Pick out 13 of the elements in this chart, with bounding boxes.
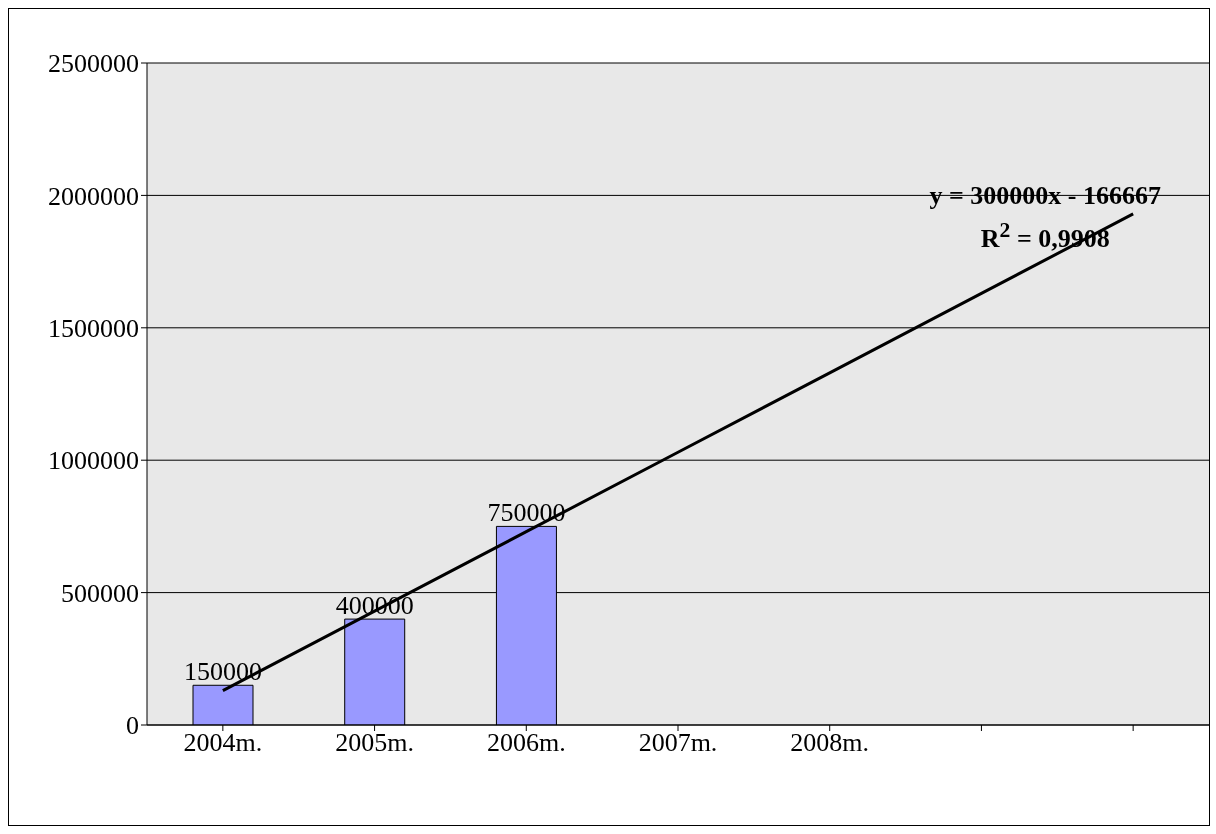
x-tick-label: 2007m. — [638, 728, 718, 758]
data-label: 750000 — [487, 498, 566, 528]
x-tick-label: 2008m. — [790, 728, 870, 758]
x-tick-label: 2006m. — [486, 728, 566, 758]
y-tick-label: 500000 — [61, 578, 139, 608]
y-tick-label: 1500000 — [48, 314, 139, 344]
y-tick-label: 1000000 — [48, 446, 139, 476]
y-tick-label: 2000000 — [48, 181, 139, 211]
x-tick-label: 2005m. — [335, 728, 414, 758]
y-tick-label: 2500000 — [48, 49, 139, 79]
y-tick-label: 0 — [126, 711, 139, 741]
data-label: 150000 — [184, 657, 262, 687]
x-tick-label: 2004m. — [183, 728, 263, 758]
